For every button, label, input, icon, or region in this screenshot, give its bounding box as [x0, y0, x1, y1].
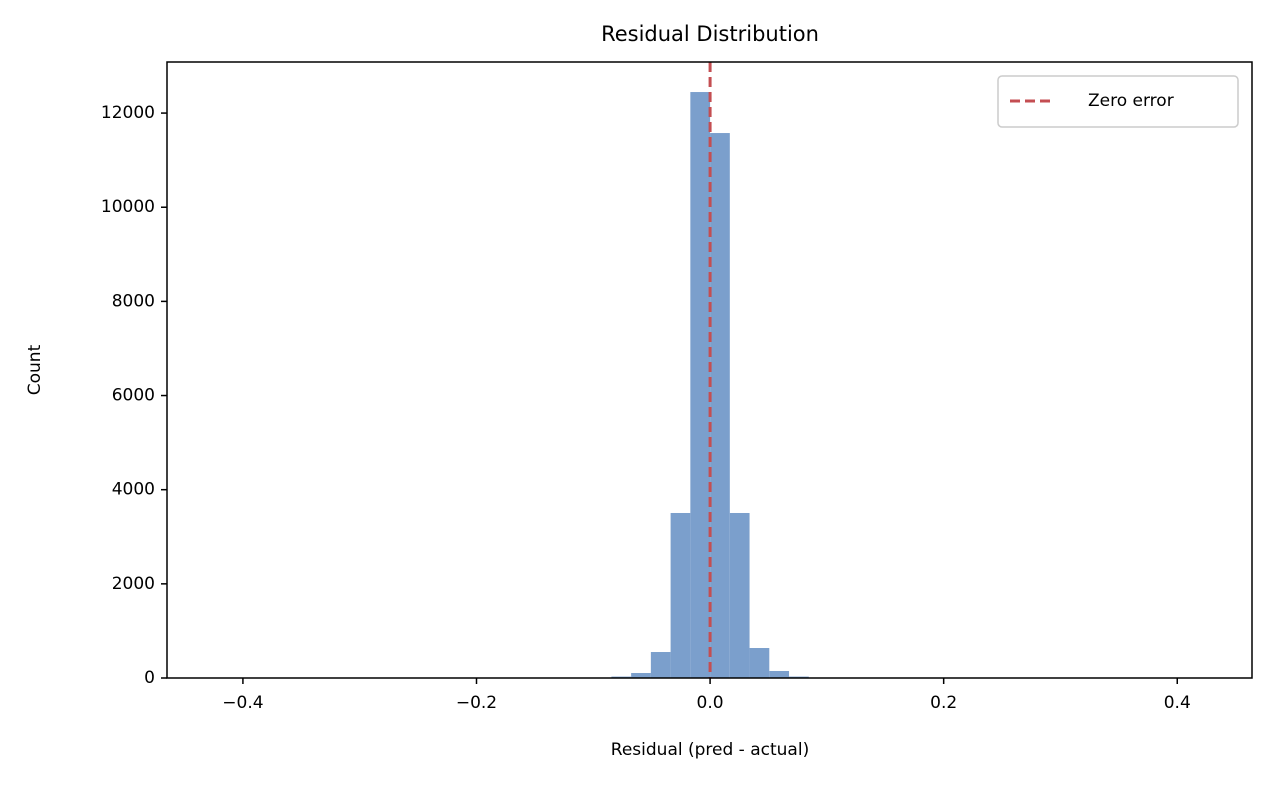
- x-tick-label: −0.2: [456, 693, 497, 713]
- bar: [730, 513, 750, 678]
- x-tick-label: 0.4: [1164, 693, 1191, 713]
- x-tick-label: −0.4: [222, 693, 263, 713]
- y-axis-label: Count: [25, 344, 45, 395]
- bar: [769, 671, 789, 678]
- y-tick-label: 2000: [112, 574, 155, 594]
- chart-title: Residual Distribution: [601, 22, 819, 46]
- bar: [710, 133, 730, 678]
- bar: [651, 652, 671, 678]
- y-tick-label: 12000: [101, 103, 155, 123]
- x-tick-label: 0.0: [697, 693, 724, 713]
- x-tick-label: 0.2: [930, 693, 957, 713]
- y-tick-label: 10000: [101, 197, 155, 217]
- y-tick-label: 8000: [112, 291, 155, 311]
- bar: [750, 648, 770, 678]
- y-tick-label: 4000: [112, 480, 155, 500]
- bar: [690, 92, 710, 678]
- x-axis-label: Residual (pred - actual): [611, 740, 809, 760]
- y-tick-label: 0: [144, 668, 155, 688]
- bar: [671, 513, 691, 678]
- legend-label: Zero error: [1088, 91, 1174, 111]
- y-tick-label: 6000: [112, 386, 155, 406]
